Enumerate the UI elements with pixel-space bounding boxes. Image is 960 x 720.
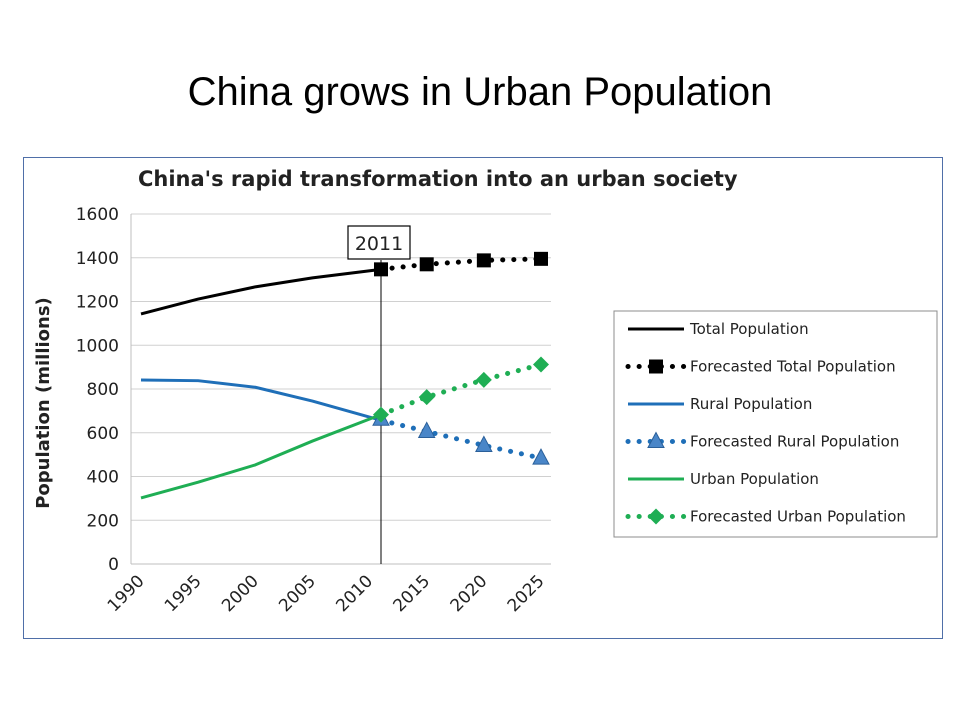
y-tick-label: 1600 <box>76 205 119 225</box>
legend-label: Forecasted Total Population <box>690 358 896 376</box>
legend-label: Forecasted Rural Population <box>690 433 899 451</box>
series-line-forecasted-total-population <box>378 256 544 272</box>
x-tick-labels: 1990 1995 2000 2005 2010 2015 2020 2025 <box>104 571 549 616</box>
y-tick-label: 0 <box>108 555 119 575</box>
x-tick-label: 2015 <box>390 571 435 616</box>
chart-title: China's rapid transformation into an urb… <box>138 167 738 191</box>
series-line-forecasted-rural-population <box>378 417 544 461</box>
marker-diamond <box>475 371 492 388</box>
legend-label: Rural Population <box>690 395 812 413</box>
marker-square <box>374 262 388 277</box>
legend: Total Population Forecasted Total Populat… <box>613 310 938 538</box>
marker-diamond <box>373 406 389 423</box>
y-axis-label: Population (millions) <box>33 297 54 509</box>
marker-diamond <box>533 356 549 373</box>
y-tick-label: 200 <box>87 511 119 531</box>
annotation-2011: 2011 <box>347 225 411 564</box>
annotation-box <box>347 225 411 260</box>
annotation-label: 2011 <box>355 233 403 255</box>
x-tick-label: 2000 <box>218 571 263 616</box>
series-markers <box>372 251 550 465</box>
legend-label: Forecasted Urban Population <box>690 508 906 526</box>
y-tick-labels: 0 200 400 600 800 1000 1200 1400 1600 <box>76 205 119 575</box>
series-line-rural-population <box>140 378 382 422</box>
marker-triangle <box>532 448 550 465</box>
series-line-urban-population <box>140 413 382 500</box>
series-lines <box>140 256 544 500</box>
marker-square <box>534 251 548 266</box>
legend-marker-diamond <box>648 508 664 525</box>
slide-title: China grows in Urban Population <box>187 70 773 114</box>
population-chart: China's rapid transformation into an urb… <box>33 167 938 616</box>
marker-square <box>476 253 491 268</box>
x-tick-label: 2005 <box>275 571 320 616</box>
y-tick-label: 1000 <box>76 336 119 356</box>
legend-marker-triangle <box>647 431 665 448</box>
x-tick-label: 2025 <box>504 571 549 616</box>
y-tick-label: 600 <box>87 424 119 444</box>
legend-box <box>613 310 938 538</box>
y-tick-label: 400 <box>87 468 119 488</box>
series-line-forecasted-urban-population <box>378 362 544 418</box>
legend-label: Urban Population <box>690 470 819 488</box>
y-tick-label: 1200 <box>76 293 119 313</box>
marker-diamond <box>418 389 435 406</box>
x-tick-label: 2010 <box>332 571 377 616</box>
marker-triangle <box>475 435 493 452</box>
legend-label: Total Population <box>689 320 809 338</box>
chart-frame: China's rapid transformation into an urb… <box>23 157 943 639</box>
x-tick-label: 1990 <box>104 571 149 616</box>
gridlines <box>130 213 551 565</box>
marker-square <box>419 257 434 272</box>
series-line-total-population <box>140 267 382 316</box>
y-tick-label: 1400 <box>76 249 119 269</box>
y-tick-label: 800 <box>87 380 119 400</box>
x-tick-label: 2020 <box>447 571 492 616</box>
legend-marker-square <box>649 359 663 374</box>
x-tick-label: 1995 <box>161 571 206 616</box>
marker-triangle <box>417 421 436 438</box>
